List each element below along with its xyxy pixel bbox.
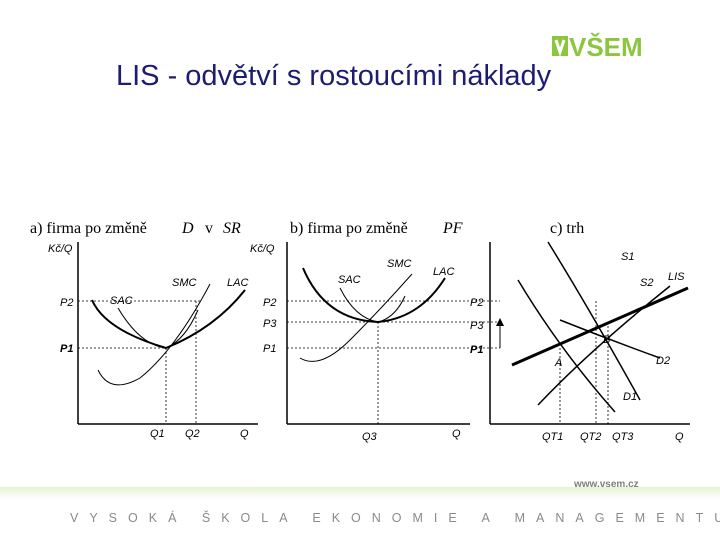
cost-diagram: a) firma po změně D v SR Kč/Q Q SAC SMC … <box>30 220 690 443</box>
panel-b-smc-label: SMC <box>387 258 412 270</box>
panel-b-p3-label: P3 <box>263 318 277 330</box>
panel-a-heading-sr: SR <box>223 220 241 237</box>
panel-a-smc-label: SMC <box>172 277 197 289</box>
panel-b-sac-curve <box>339 287 406 323</box>
panel-c: c) trh Q P2 P3 P1 S1 S2 LIS D2 D1 A B QT… <box>470 220 690 443</box>
panel-c-lis-label: LIS <box>668 271 685 283</box>
panel-c-point-b: B <box>603 334 610 346</box>
panel-c-qt1-label: QT1 <box>542 431 563 443</box>
panel-b-lac-curve <box>302 267 446 324</box>
panel-a-q2-label: Q2 <box>185 428 200 440</box>
panel-a: a) firma po změně D v SR Kč/Q Q SAC SMC … <box>30 220 258 440</box>
panel-a-sac-curve <box>117 307 199 349</box>
panel-c-p2-label: P2 <box>470 297 483 309</box>
panel-a-heading-v: v <box>205 220 213 237</box>
panel-c-p3-label: P3 <box>470 320 484 332</box>
panel-a-p2-label: P2 <box>60 297 73 309</box>
panel-b-p1-label: P1 <box>263 343 276 355</box>
panel-a-lac-label: LAC <box>227 277 248 289</box>
panel-b-heading-pf: PF <box>442 220 463 237</box>
panel-c-d2-label: D2 <box>656 355 670 367</box>
panel-c-s1-curve <box>547 241 641 401</box>
panel-b: b) firma po změně PF Kč/Q Q SAC SMC LAC … <box>250 220 500 443</box>
panel-b-smc-curve <box>299 273 413 362</box>
panel-a-heading: a) firma po změně <box>30 220 147 237</box>
panel-c-heading: c) trh <box>550 220 584 237</box>
panel-a-smc-curve <box>97 283 211 386</box>
logo-text: VŠEM <box>569 32 643 62</box>
panel-b-heading: b) firma po změně <box>290 220 408 237</box>
panel-b-lac-label: LAC <box>433 266 454 278</box>
panel-c-d2-curve <box>559 319 661 359</box>
panel-a-y-axis-label: Kč/Q <box>48 243 73 255</box>
panel-c-qt3-label: QT3 <box>612 431 634 443</box>
panel-b-p2-label: P2 <box>263 297 276 309</box>
panel-c-d1-label: D1 <box>623 391 637 403</box>
panel-b-sac-label: SAC <box>338 274 361 286</box>
vsem-logo: VŠEM <box>552 32 643 62</box>
panel-c-s2-label: S2 <box>640 277 653 289</box>
panel-b-y-axis-label: Kč/Q <box>250 243 275 255</box>
panel-a-heading-d: D <box>181 220 194 237</box>
panel-c-qt2-label: QT2 <box>580 431 601 443</box>
panel-c-s2-curve <box>517 279 616 413</box>
panel-c-p1-label: P1 <box>470 344 483 356</box>
panel-c-d1-curve <box>537 285 671 406</box>
panel-b-q3-label: Q3 <box>362 431 378 443</box>
footer-school-name: VYSOKÁ ŠKOLA EKONOMIE A MANAGEMENTU <box>70 511 720 525</box>
panel-b-x-axis-label: Q <box>452 428 461 440</box>
panel-c-point-a: A <box>554 357 562 369</box>
footer-band <box>0 487 720 499</box>
panel-a-q1-label: Q1 <box>150 428 165 440</box>
panel-a-sac-label: SAC <box>110 295 133 307</box>
page-title: LIS - odvětví s rostoucími náklady <box>116 60 552 92</box>
panel-c-lis-curve <box>511 286 689 367</box>
panel-a-x-axis-label: Q <box>240 428 249 440</box>
panel-c-x-axis-label: Q <box>675 431 684 443</box>
panel-a-p1-label: P1 <box>60 343 73 355</box>
panel-c-s1-label: S1 <box>621 251 634 263</box>
footer-url: www.vsem.cz <box>574 479 639 490</box>
